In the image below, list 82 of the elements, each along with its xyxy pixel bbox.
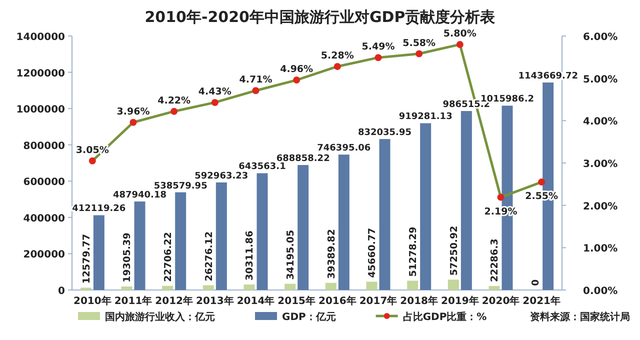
data-label: 592963.23: [194, 171, 248, 182]
data-label: 51278.29: [408, 226, 420, 277]
legend-label: GDP：亿元: [282, 311, 336, 323]
bar: [162, 286, 174, 290]
bar: [244, 284, 255, 290]
bar: [325, 282, 336, 290]
bar: [216, 182, 227, 290]
text: 资料来源：国家统计局: [530, 311, 630, 323]
y-tick-label: 1400000: [16, 32, 66, 43]
x-tick-label: 2015年: [278, 295, 316, 307]
x-tick-label: 2013年: [196, 295, 234, 307]
data-label: 5.58%: [402, 38, 436, 49]
bar: [121, 286, 132, 290]
bar: [379, 139, 390, 290]
data-label: 5.80%: [443, 28, 477, 40]
y2-tick-label: 6.00%: [583, 32, 618, 43]
bar: [488, 286, 500, 290]
bar: [256, 173, 268, 290]
y-tick-label: 400000: [23, 213, 66, 224]
data-label: 5.49%: [362, 42, 396, 53]
x-tick-label: 2011年: [114, 295, 152, 307]
data-label: 643563.1: [238, 162, 286, 172]
bar: [175, 192, 186, 290]
x-tick-label: 2010年: [73, 295, 112, 307]
bar: [448, 280, 459, 290]
x-tick-label: 2019年: [440, 295, 479, 307]
x-tick-label: 2014年: [236, 295, 275, 307]
bar: [298, 165, 309, 290]
data-label: 4.43%: [198, 86, 232, 98]
data-label: 4.96%: [280, 64, 314, 76]
bar: [134, 201, 146, 290]
data-label: 34195.05: [286, 230, 297, 280]
y-tick-label: 200000: [23, 250, 66, 261]
data-label: 5.28%: [320, 50, 354, 62]
data-label: 22286.3: [490, 238, 501, 282]
data-label: 487940.18: [112, 190, 167, 200]
data-label: 919281.13: [398, 112, 452, 122]
x-tick-label: 2012年: [155, 295, 194, 307]
data-label: 3.96%: [116, 106, 150, 118]
y-tick-label: 0: [58, 286, 66, 297]
data-label: 45660.77: [367, 228, 378, 278]
bar: [420, 123, 432, 290]
bar: [93, 215, 104, 290]
y2-tick-label: 1.00%: [583, 244, 618, 255]
chart-title: 2010年-2020年中国旅游行业对GDP贡献度分析表: [144, 8, 496, 26]
x-tick-label: 2016年: [318, 295, 356, 307]
data-label: 412119.26: [72, 204, 126, 214]
data-label: 746395.06: [317, 144, 371, 154]
data-label: 832035.95: [358, 128, 412, 138]
legend-label: 占比GDP比重：%: [402, 311, 487, 323]
legend-label: 国内旅游行业收入：亿元: [105, 311, 215, 323]
y-tick-label: 800000: [23, 140, 66, 152]
x-tick-label: 2017年: [359, 295, 398, 307]
data-label: 12579.77: [81, 234, 92, 284]
data-label: 1143669.72: [518, 72, 578, 82]
data-label: 30311.86: [244, 230, 256, 280]
data-label: 22706.22: [163, 232, 174, 282]
bar: [407, 280, 418, 290]
bar: [284, 284, 296, 290]
bar: [202, 285, 214, 290]
x-tick-label: 2018年: [400, 295, 438, 307]
bar: [338, 154, 350, 290]
bar: [460, 111, 472, 290]
y2-tick-label: 2.00%: [583, 201, 618, 212]
data-label: 19305.39: [122, 232, 134, 282]
y2-tick-label: 5.00%: [583, 74, 618, 86]
y-tick-label: 1000000: [16, 104, 66, 116]
y2-tick-label: 3.00%: [583, 159, 618, 170]
data-label: 26276.12: [204, 231, 215, 282]
x-tick-label: 2020年: [482, 295, 520, 307]
bar: [366, 282, 378, 290]
data-label: 4.22%: [158, 95, 192, 106]
y-tick-label: 1200000: [16, 68, 66, 80]
x-tick-label: 2021年: [522, 295, 561, 307]
data-label: 57250.92: [448, 226, 460, 276]
data-label: 4.71%: [239, 74, 273, 86]
data-label: 538579.95: [154, 181, 208, 192]
y2-tick-label: 0.00%: [583, 286, 618, 297]
data-label: 0: [530, 279, 542, 286]
data-label: 39389.82: [326, 228, 338, 279]
y-tick-label: 600000: [23, 177, 66, 188]
y2-tick-label: 4.00%: [583, 116, 618, 128]
